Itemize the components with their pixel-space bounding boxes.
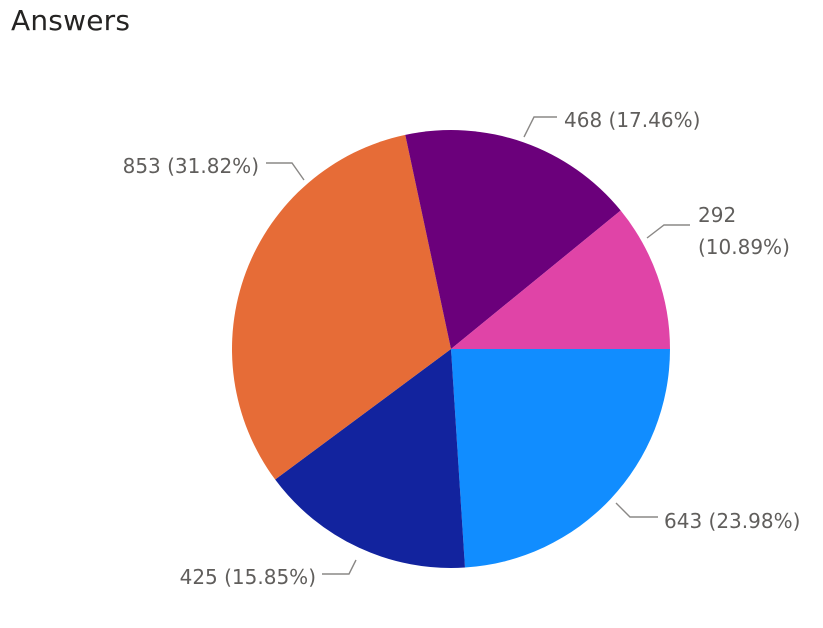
slice-label-853: 853 (31.82%) <box>123 154 259 178</box>
leader-line-425 <box>322 559 357 575</box>
leader-line-853 <box>266 162 305 181</box>
pie-slice-853[interactable] <box>231 134 451 480</box>
leader-line-292 <box>646 224 690 239</box>
pie-slice-292[interactable] <box>451 210 670 349</box>
slice-label-292: 292 (10.89%) <box>698 203 790 259</box>
pie-slice-643[interactable] <box>451 349 670 568</box>
slice-label-468: 468 (17.46%) <box>564 108 700 132</box>
slice-label-643: 643 (23.98%) <box>664 509 800 533</box>
leader-lines <box>266 116 690 575</box>
leader-line-468 <box>523 116 557 138</box>
pie-slice-425[interactable] <box>275 349 465 568</box>
chart-title: Answers <box>11 4 131 37</box>
pie-slice-468[interactable] <box>405 130 621 349</box>
slice-labels: 643 (23.98%) 425 (15.85%) 853 (31.82%) 468 … <box>123 108 801 589</box>
leader-line-643 <box>615 502 658 518</box>
pie-slices <box>231 130 670 568</box>
slice-label-425: 425 (15.85%) <box>180 565 316 589</box>
